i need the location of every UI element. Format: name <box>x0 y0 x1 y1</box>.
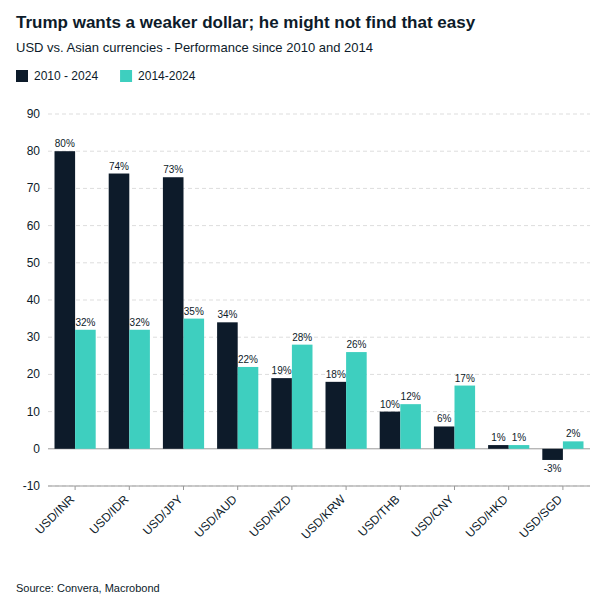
y-tick-label: 30 <box>27 330 41 344</box>
data-label: 10% <box>380 399 400 410</box>
x-tick-label: USD/KRW <box>298 492 348 542</box>
x-tick-label: USD/CNY <box>409 492 457 540</box>
bar <box>271 378 292 449</box>
bar <box>109 174 130 449</box>
y-tick-label: 0 <box>33 442 40 456</box>
x-tick <box>400 486 401 490</box>
legend-item: 2010 - 2024 <box>16 69 98 83</box>
bar <box>75 330 96 449</box>
data-label: 80% <box>55 138 75 149</box>
data-label: 12% <box>401 391 421 402</box>
data-label: 32% <box>75 317 95 328</box>
y-tick-label: 60 <box>27 219 41 233</box>
bars <box>55 151 584 460</box>
data-label: 6% <box>437 413 452 424</box>
x-tick <box>237 486 238 490</box>
bar <box>217 322 238 448</box>
bar <box>542 449 563 460</box>
x-tick-label: USD/THB <box>355 492 402 539</box>
data-label: 28% <box>292 332 312 343</box>
y-tick-label: 50 <box>27 256 41 270</box>
data-label: 19% <box>272 365 292 376</box>
x-tick-label: USD/JPY <box>140 492 186 538</box>
x-tick-label: USD/HKD <box>463 492 511 540</box>
x-tick <box>346 486 347 490</box>
data-label: 73% <box>163 164 183 175</box>
legend-swatch <box>16 70 28 82</box>
data-label: -3% <box>544 463 562 474</box>
y-tick-label: 40 <box>27 293 41 307</box>
bar <box>380 412 401 449</box>
data-label: 22% <box>238 354 258 365</box>
data-label: 2% <box>566 428 581 439</box>
data-label: 18% <box>326 369 346 380</box>
x-tick <box>129 486 130 490</box>
bar <box>563 441 584 448</box>
y-axis: -10 0 10 20 30 40 50 60 70 80 90 <box>23 107 41 493</box>
x-tick <box>508 486 509 490</box>
y-tick-label: 90 <box>27 107 41 121</box>
x-tick <box>562 486 563 490</box>
bar <box>326 382 347 449</box>
y-tick-label: -10 <box>23 479 41 493</box>
bar <box>400 404 421 449</box>
data-labels: 80% 74% 73% 34% 19% 18% 10% 6% 1% -3% 32% 32% 35% 22%… <box>55 138 581 474</box>
legend-label: 2014-2024 <box>138 69 196 83</box>
legend: 2010 - 2024 2014-2024 <box>16 69 196 83</box>
bar <box>55 151 76 449</box>
grid-line <box>48 114 590 115</box>
x-tick-label: USD/AUD <box>192 492 240 540</box>
grid-line <box>48 151 590 152</box>
source-note: Source: Convera, Macrobond <box>16 582 160 594</box>
y-tick-label: 80 <box>27 144 41 158</box>
data-label: 74% <box>109 161 129 172</box>
bar <box>292 345 313 449</box>
title: Trump wants a weaker dollar; he might no… <box>16 13 476 32</box>
grid <box>48 114 590 486</box>
bar <box>488 445 509 449</box>
legend-label: 2010 - 2024 <box>34 69 98 83</box>
x-tick-label: USD/IDR <box>87 492 132 537</box>
legend-item: 2014-2024 <box>120 69 196 83</box>
bar <box>346 352 367 449</box>
data-label: 1% <box>512 432 527 443</box>
x-axis: USD/INRUSD/IDRUSD/JPYUSD/AUDUSD/NZDUSD/K… <box>32 486 590 542</box>
data-label: 34% <box>217 309 237 320</box>
x-tick <box>183 486 184 490</box>
y-tick-label: 20 <box>27 367 41 381</box>
x-tick <box>454 486 455 490</box>
bar <box>509 445 530 449</box>
bar <box>434 426 455 448</box>
chart: Trump wants a weaker dollar; he might no… <box>0 0 604 604</box>
x-tick-label: USD/INR <box>32 492 77 537</box>
data-label: 17% <box>455 373 475 384</box>
y-tick-label: 10 <box>27 405 41 419</box>
y-tick-label: 70 <box>27 181 41 195</box>
data-label: 1% <box>491 432 506 443</box>
x-tick-label: USD/SGD <box>516 492 565 541</box>
legend-swatch <box>120 70 132 82</box>
bar <box>163 177 184 449</box>
x-tick <box>291 486 292 490</box>
data-label: 35% <box>184 306 204 317</box>
bar <box>129 330 150 449</box>
data-label: 32% <box>130 317 150 328</box>
x-tick-label: USD/NZD <box>246 492 294 540</box>
subtitle: USD vs. Asian currencies - Performance s… <box>16 40 373 55</box>
background <box>0 0 604 604</box>
bar <box>238 367 259 449</box>
x-tick <box>75 486 76 490</box>
bar <box>184 319 205 449</box>
bar <box>455 386 476 449</box>
data-label: 26% <box>346 339 366 350</box>
